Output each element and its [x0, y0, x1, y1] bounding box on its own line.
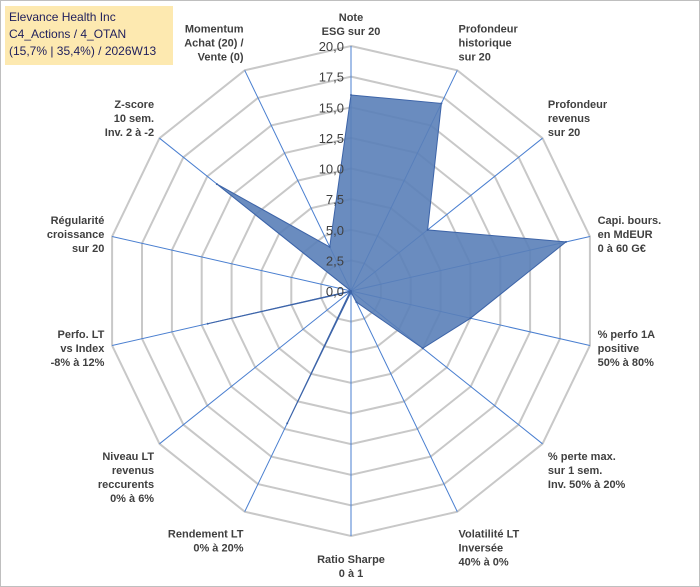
axis-label-line: Note: [339, 12, 363, 24]
axis-label-4: % perfo 1A positive 50% à 80%: [598, 329, 656, 369]
axis-label-line: 0 à 60 G€: [598, 243, 646, 255]
tick-label-0: 0,0: [326, 284, 344, 299]
tick-label-2: 5,0: [326, 223, 344, 238]
data-point-2: [426, 228, 429, 231]
axis-label-line: sur 20: [459, 52, 491, 64]
axis-label-line: Volatilité LT: [459, 529, 520, 541]
axis-label-8: Rendement LT 0% à 20%: [168, 529, 244, 555]
axis-label-line: Niveau LT: [102, 451, 154, 463]
data-point-4: [469, 317, 472, 320]
axis-label-line: 0% à 20%: [193, 543, 243, 555]
axis-label-line: Inv. 50% à 20%: [548, 479, 626, 491]
axis-label-line: vs Index: [60, 343, 105, 355]
axis-label-2: Profondeur revenus sur 20: [548, 99, 608, 139]
axis-label-5: % perte max. sur 1 sem. Inv. 50% à 20%: [548, 451, 626, 491]
axis-label-line: Profondeur: [459, 24, 519, 36]
axis-label-line: en MdEUR: [598, 229, 653, 241]
axis-label-line: 0% à 6%: [110, 493, 154, 505]
axis-label-line: croissance: [47, 229, 104, 241]
company-name: Elevance Health Inc: [9, 10, 116, 24]
tick-label-8: 20,0: [319, 39, 344, 54]
axis-label-line: 40% à 0%: [459, 557, 509, 569]
axis-label-0: Note ESG sur 20: [322, 12, 381, 38]
axis-label-line: 10 sem.: [114, 113, 154, 125]
performance-summary: (15,7% | 35,4%) / 2026W13: [9, 44, 157, 58]
axis-label-line: Perfo. LT: [58, 329, 105, 341]
tick-label-3: 7,5: [326, 192, 344, 207]
tick-label-5: 12,5: [319, 131, 344, 146]
axis-label-line: 0 à 1: [339, 568, 363, 580]
axis-label-7: Ratio Sharpe 0 à 1: [317, 554, 385, 580]
tick-label-4: 10,0: [319, 162, 344, 177]
spoke-9: [159, 290, 352, 445]
axis-label-line: Capi. bours.: [598, 215, 662, 227]
axis-label-line: revenus: [112, 465, 154, 477]
axis-label-line: Ratio Sharpe: [317, 554, 385, 566]
axis-label-line: Achat (20) /: [184, 38, 243, 50]
axis-label-line: reccurents: [98, 479, 154, 491]
axis-label-line: positive: [598, 343, 640, 355]
axis-label-line: ESG sur 20: [322, 26, 381, 38]
axis-label-line: Inversée: [459, 543, 504, 555]
data-point-8: [286, 422, 289, 425]
axis-label-6: Volatilité LT Inversée 40% à 0%: [459, 529, 520, 569]
tick-label-6: 15,0: [319, 100, 344, 115]
title-box: Elevance Health Inc C4_Actions / 4_OTAN …: [5, 6, 173, 65]
axis-label-9: Niveau LT revenus reccurents 0% à 6%: [98, 451, 155, 505]
data-point-13: [328, 245, 331, 248]
axis-label-line: -8% à 12%: [51, 357, 105, 369]
axis-label-line: Z-score: [114, 99, 154, 111]
axis-label-line: % perte max.: [548, 451, 616, 463]
axis-label-line: Inv. 2 à -2: [105, 127, 154, 139]
axis-label-line: sur 1 sem.: [548, 465, 602, 477]
axis-label-1: Profondeur historique sur 20: [459, 24, 519, 64]
axis-label-line: Rendement LT: [168, 529, 244, 541]
tick-label-1: 2,5: [326, 253, 344, 268]
spoke-6: [350, 290, 458, 512]
data-point-6: [355, 301, 358, 303]
data-point-5: [421, 347, 424, 350]
axis-label-line: revenus: [548, 113, 590, 125]
axis-label-line: sur 20: [548, 127, 580, 139]
data-point-11: [350, 290, 352, 292]
axis-label-line: historique: [459, 38, 512, 50]
axis-label-11: Régularité croissance sur 20: [47, 215, 104, 255]
axis-label-3: Capi. bours. en MdEUR 0 à 60 G€: [598, 215, 662, 255]
axis-label-line: sur 20: [72, 243, 104, 255]
axis-label-line: Profondeur: [548, 99, 608, 111]
tick-label-7: 17,5: [319, 70, 344, 85]
axis-label-line: Régularité: [51, 215, 105, 227]
data-point-10: [206, 322, 209, 325]
axis-label-line: % perfo 1A: [598, 329, 656, 341]
data-point-12: [215, 183, 218, 186]
spoke-11: [111, 236, 352, 292]
portfolio-path: C4_Actions / 4_OTAN: [9, 27, 127, 41]
data-point-3: [565, 240, 567, 243]
axis-label-line: Momentum: [185, 24, 244, 36]
data-point-0: [350, 94, 352, 96]
axis-label-10: Perfo. LT vs Index -8% à 12%: [51, 329, 106, 369]
axis-label-13: Momentum Achat (20) / Vente (0): [184, 24, 244, 64]
axis-label-line: Vente (0): [198, 52, 244, 64]
axis-label-line: 50% à 80%: [598, 357, 654, 369]
data-point-1: [440, 102, 443, 105]
axis-label-12: Z-score 10 sem. Inv. 2 à -2: [105, 99, 154, 139]
